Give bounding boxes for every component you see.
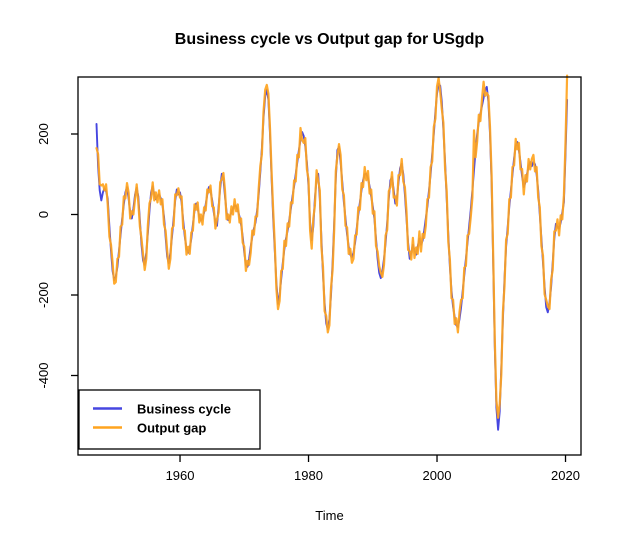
y-tick-label: -200 — [36, 282, 51, 308]
x-tick-label: 1960 — [166, 468, 195, 483]
output-gap-line — [95, 74, 569, 419]
plot-border — [77, 76, 582, 456]
chart-title: Business cycle vs Output gap for USgdp — [175, 31, 485, 48]
legend: Business cycle Output gap — [78, 389, 261, 450]
y-tick-label: 0 — [36, 211, 51, 218]
x-tick-label: 2000 — [423, 468, 452, 483]
series-lines — [95, 74, 569, 431]
x-axis-ticks: 1960 1980 2000 2020 — [166, 455, 580, 483]
x-axis-title: Time — [315, 508, 343, 523]
x-tick-label: 2020 — [551, 468, 580, 483]
legend-label-business-cycle: Business cycle — [137, 402, 231, 417]
legend-box — [78, 389, 261, 450]
y-tick-label: 200 — [36, 123, 51, 145]
x-tick-label: 1980 — [294, 468, 323, 483]
legend-label-output-gap: Output gap — [137, 421, 206, 436]
y-axis-ticks: -400 -200 0 200 — [36, 123, 78, 389]
y-tick-label: -400 — [36, 362, 51, 388]
